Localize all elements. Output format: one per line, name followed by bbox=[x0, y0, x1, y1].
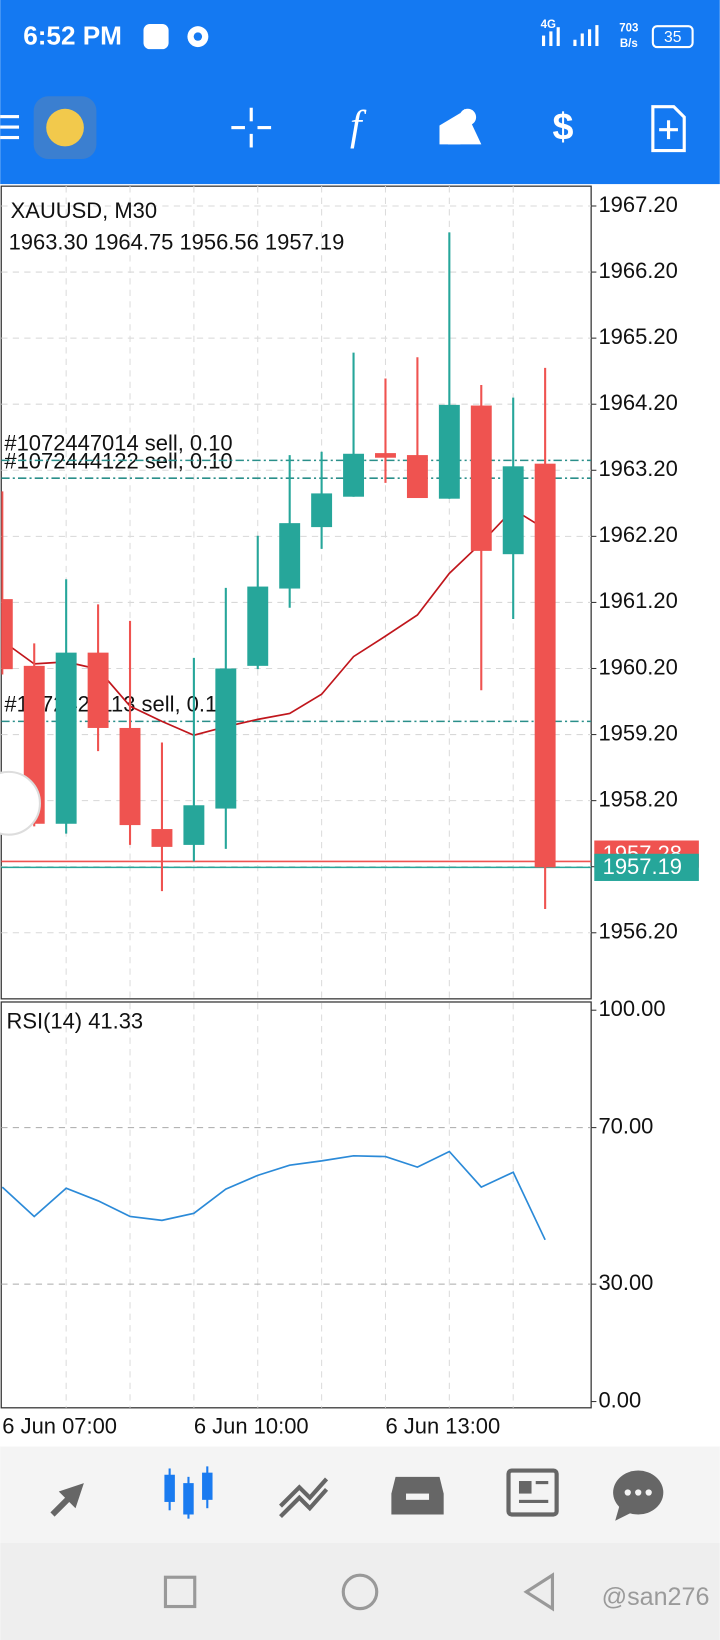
candle-body bbox=[502, 466, 524, 555]
messages-tab[interactable] bbox=[613, 1470, 664, 1521]
trade-icon[interactable]: $ bbox=[552, 106, 573, 148]
y-tick-label: 1964.20 bbox=[598, 390, 677, 415]
x-tick-label: 6 Jun 13:00 bbox=[385, 1413, 500, 1438]
x-tick-label: 6 Jun 07:00 bbox=[2, 1413, 117, 1438]
y-tick-label: 1965.20 bbox=[598, 324, 677, 349]
menu-icon[interactable] bbox=[0, 115, 20, 140]
status-icon bbox=[143, 24, 169, 50]
bid-box bbox=[594, 853, 699, 881]
recents-button[interactable] bbox=[163, 1575, 197, 1609]
candle-body bbox=[183, 805, 205, 845]
candle-body bbox=[534, 463, 556, 868]
battery-level: 35 bbox=[664, 29, 682, 46]
status-network: 4G bbox=[541, 19, 556, 31]
objects-icon[interactable] bbox=[439, 108, 482, 145]
rsi-plot bbox=[1, 1150, 546, 1241]
status-time: 6:52 PM bbox=[23, 21, 122, 51]
app-logo-mark bbox=[46, 108, 84, 147]
y-tick-label: 0.00 bbox=[598, 1387, 641, 1412]
candle-body bbox=[438, 404, 460, 499]
candle-body bbox=[1, 599, 13, 670]
battery bbox=[651, 25, 694, 49]
y-tick-label: 1967.20 bbox=[598, 192, 677, 217]
y-tick-label: 1958.20 bbox=[598, 786, 677, 811]
news-tab[interactable] bbox=[506, 1468, 559, 1517]
axes: 1967.20 1966.20 1965.20 1964.20 1963.20 1962.… bbox=[2, 192, 699, 1438]
new-order-icon[interactable] bbox=[651, 105, 686, 153]
candle-body bbox=[343, 453, 365, 497]
y-tick-label: 1956.20 bbox=[598, 919, 677, 944]
side-handle[interactable] bbox=[0, 770, 41, 836]
settings-icon-hole bbox=[193, 32, 203, 41]
back-button[interactable] bbox=[523, 1572, 555, 1612]
rsi-line bbox=[1, 1150, 546, 1241]
bottom-nav bbox=[0, 1446, 720, 1543]
x-tick-label: 6 Jun 10:00 bbox=[194, 1413, 309, 1438]
y-tick-label: 1963.20 bbox=[598, 456, 677, 481]
candle-body bbox=[55, 652, 77, 824]
y-tick-label: 30.00 bbox=[598, 1270, 653, 1295]
price-plot: #1072444122 sell, 0.10#1072447014 sell, … bbox=[1, 232, 592, 909]
candle-body bbox=[247, 586, 269, 666]
crosshair-icon[interactable] bbox=[231, 107, 272, 148]
y-tick-label: 1960.20 bbox=[598, 654, 677, 679]
history-tab[interactable] bbox=[391, 1476, 444, 1515]
y-tick-label: 100.00 bbox=[598, 996, 665, 1021]
candle-body bbox=[470, 405, 492, 551]
signal-bars bbox=[541, 25, 599, 47]
chart-title: XAUUSD, M30 bbox=[11, 198, 157, 223]
main-panel bbox=[0, 185, 592, 1000]
system-nav bbox=[0, 1542, 720, 1640]
y-tick-label: 1959.20 bbox=[598, 720, 677, 745]
candle-body bbox=[87, 652, 109, 728]
rsi-panel bbox=[0, 1001, 592, 1409]
trade-tab[interactable] bbox=[279, 1477, 329, 1519]
status-speed: 703 bbox=[619, 22, 638, 34]
y-tick-label: 1966.20 bbox=[598, 258, 677, 283]
order-label: #1072447014 sell, 0.10 bbox=[4, 430, 232, 455]
candle-body bbox=[375, 453, 396, 458]
candle-body bbox=[406, 455, 428, 499]
bid-label: 1957.19 bbox=[603, 854, 682, 879]
rsi-title: RSI(14) 41.33 bbox=[6, 1009, 143, 1034]
watermark: @san276 bbox=[602, 1583, 710, 1611]
candle-body bbox=[119, 727, 141, 826]
y-tick-label: 1962.20 bbox=[598, 522, 677, 547]
status-speed-unit: B/s bbox=[620, 38, 638, 50]
app-header bbox=[0, 0, 720, 185]
y-tick-label: 1961.20 bbox=[598, 588, 677, 613]
home-button[interactable] bbox=[341, 1573, 379, 1611]
chart-tab[interactable] bbox=[164, 1466, 213, 1519]
candle-body bbox=[279, 523, 301, 589]
candle-body bbox=[215, 668, 237, 809]
ohlc-label: 1963.30 1964.75 1956.56 1957.19 bbox=[9, 229, 345, 254]
candle-body bbox=[151, 829, 173, 847]
y-tick-label: 70.00 bbox=[598, 1113, 653, 1138]
candle-body bbox=[311, 493, 333, 528]
